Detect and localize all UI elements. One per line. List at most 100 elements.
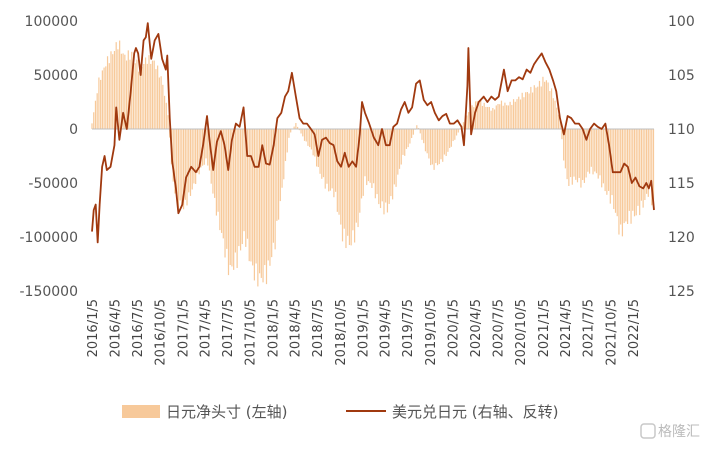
bar <box>264 129 266 266</box>
bar <box>383 129 385 215</box>
bar <box>639 129 641 216</box>
bar <box>369 129 371 183</box>
x-tick-label: 2021/10/5 <box>604 299 619 366</box>
bar <box>483 102 485 129</box>
bar <box>262 129 264 283</box>
bar <box>614 129 617 213</box>
bar <box>423 129 425 144</box>
bar <box>583 129 585 183</box>
left-axis-ticks: 100000 50000 0 -50000 -100000 -150000 <box>20 14 79 300</box>
bar <box>329 129 332 191</box>
bar <box>333 129 335 198</box>
x-tick-label: 2017/7/5 <box>221 299 236 357</box>
bar <box>393 129 395 185</box>
bar <box>184 129 186 200</box>
bar <box>357 129 359 228</box>
bar <box>257 129 259 287</box>
x-tick-label: 2016/7/5 <box>131 299 146 357</box>
bar <box>321 129 323 179</box>
bar <box>506 105 508 129</box>
bar <box>239 129 242 251</box>
bar <box>623 129 625 224</box>
bar <box>563 129 565 161</box>
bar <box>549 91 551 129</box>
bar <box>172 129 174 182</box>
bar <box>595 129 598 174</box>
bar <box>594 129 596 172</box>
left-tick-label: 0 <box>69 122 78 138</box>
left-tick-label: -100000 <box>20 230 79 246</box>
bar <box>519 99 522 129</box>
bar <box>96 93 98 129</box>
bar <box>625 129 627 222</box>
bar <box>314 129 316 157</box>
bar <box>138 71 140 129</box>
bar <box>457 129 459 133</box>
bar <box>576 129 579 183</box>
bar <box>324 129 326 189</box>
bar <box>604 129 606 192</box>
bar <box>647 129 649 197</box>
bar <box>93 112 95 129</box>
bar <box>238 129 240 247</box>
bar <box>455 129 458 136</box>
bar <box>561 129 563 140</box>
bar <box>412 129 414 135</box>
bar <box>359 129 361 213</box>
x-tick-label: 2021/4/5 <box>559 299 574 357</box>
bar <box>407 129 409 148</box>
bar <box>379 129 382 209</box>
bar <box>191 129 193 190</box>
bar <box>480 100 482 129</box>
bar <box>516 99 518 129</box>
bar <box>580 129 582 188</box>
bar <box>305 129 307 142</box>
bar <box>530 86 532 129</box>
bar <box>373 129 375 184</box>
bar <box>492 107 494 129</box>
watermark-text: 格隆汇 <box>658 424 700 440</box>
bar <box>267 129 269 261</box>
bar <box>112 54 114 129</box>
bar <box>378 129 380 205</box>
bar <box>241 129 243 245</box>
bar <box>587 129 589 172</box>
bar <box>343 129 345 229</box>
bar <box>620 129 622 225</box>
bar <box>134 63 136 129</box>
bar <box>466 115 468 129</box>
x-tick-label: 2022/1/5 <box>627 299 642 357</box>
bar <box>613 129 615 210</box>
bar <box>205 129 207 159</box>
bar <box>336 129 338 212</box>
bar <box>200 129 202 168</box>
bar <box>644 129 646 200</box>
bar <box>219 129 221 231</box>
bar <box>331 129 333 189</box>
bar <box>119 40 121 130</box>
right-tick-label: 125 <box>668 284 695 300</box>
right-tick-label: 100 <box>668 14 695 30</box>
bar <box>177 129 179 208</box>
bar <box>364 129 366 177</box>
bar <box>381 129 383 202</box>
bar <box>497 103 499 129</box>
bar <box>621 129 624 237</box>
x-tick-label: 2017/4/5 <box>199 299 214 357</box>
bar <box>117 49 119 129</box>
bar <box>276 129 278 221</box>
bar <box>537 86 539 129</box>
bar <box>426 129 428 154</box>
bar <box>233 129 235 270</box>
bar <box>360 129 363 199</box>
bar <box>234 129 236 253</box>
bar <box>286 129 288 153</box>
bar <box>231 129 233 267</box>
bar <box>215 129 217 216</box>
bar <box>374 129 376 199</box>
bar <box>564 129 566 169</box>
bar <box>132 57 135 129</box>
bar <box>436 129 439 166</box>
usdjpy-line <box>91 22 655 244</box>
